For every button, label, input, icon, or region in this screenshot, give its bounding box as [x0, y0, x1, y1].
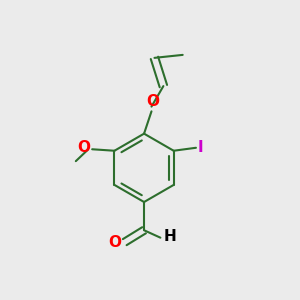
Text: O: O: [78, 140, 91, 155]
Text: O: O: [108, 235, 121, 250]
Text: O: O: [146, 94, 160, 109]
Text: H: H: [164, 229, 176, 244]
Text: I: I: [197, 140, 203, 155]
